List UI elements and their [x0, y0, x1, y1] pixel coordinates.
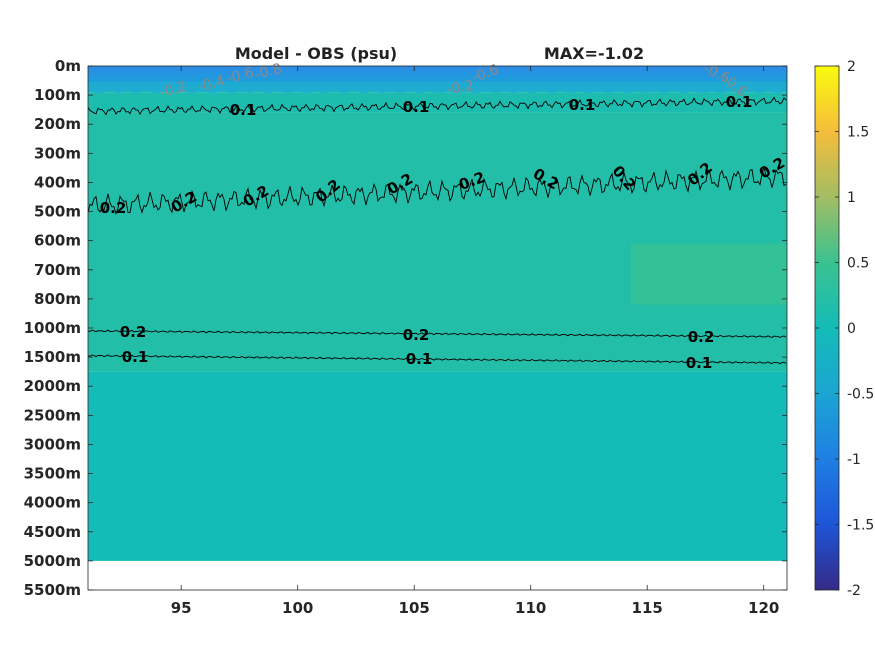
contour-label: 0.2: [403, 326, 430, 344]
contour-label: 0.1: [403, 98, 430, 116]
colorbar-tick-label: 0.5: [847, 256, 869, 272]
y-tick-label: 400m: [34, 173, 81, 191]
contour-label: 0.1: [726, 93, 753, 111]
y-tick-label: 4000m: [24, 494, 81, 512]
y-tick-label: 700m: [34, 261, 81, 279]
y-tick-label: 2500m: [24, 406, 81, 424]
salinity-difference-field: [88, 66, 787, 561]
surface-transition: [88, 82, 787, 95]
x-tick-label: 120: [748, 599, 779, 617]
y-axis: 0m 100m 200m 300m 400m 500m 600m 700m 800m 1000m 1…: [24, 57, 787, 599]
contour-lines: [88, 96, 787, 365]
colorbar-ticks: 2 1.5 1 0.5 0 -0.5 -1 -1.5 -2: [815, 59, 874, 599]
y-tick-label: 5500m: [24, 581, 81, 599]
colorbar-tick-label: -0.5: [847, 387, 874, 403]
x-tick-label: 110: [515, 599, 546, 617]
contour-label: 0.1: [230, 101, 257, 119]
y-tick-label: 4500m: [24, 523, 81, 541]
contour-label: -0.2: [445, 78, 475, 99]
contour-label: -0.4: [196, 73, 227, 96]
layer-band: [88, 112, 787, 372]
y-tick-label: 800m: [34, 290, 81, 308]
contour-label: -0.2: [158, 79, 189, 102]
y-tick-label: 2000m: [24, 377, 81, 395]
max-annotation: MAX=-1.02: [544, 44, 644, 63]
x-tick-label: 95: [171, 599, 192, 617]
contour-line: [88, 165, 787, 216]
plot-area: [88, 66, 787, 590]
contour-label: 0.1: [686, 354, 713, 372]
x-tick-label: 100: [282, 599, 313, 617]
contour-label: 0.1: [122, 348, 149, 366]
y-tick-label: 500m: [34, 203, 81, 221]
contour-label: 0.1: [406, 350, 433, 368]
colorbar-tick-label: 0: [847, 321, 856, 337]
contour-line: [88, 354, 787, 365]
colorbar-tick-label: 1.5: [847, 125, 869, 141]
x-axis: 95 100 105 110 115 120: [171, 66, 779, 617]
y-tick-label: 600m: [34, 232, 81, 250]
y-tick-label: 3000m: [24, 435, 81, 453]
contour-label: -0.6: [225, 65, 256, 88]
contour-label: 0.2: [120, 323, 147, 341]
y-tick-label: 100m: [34, 86, 81, 104]
contour-label: 0.1: [569, 96, 596, 114]
contour-line: [88, 329, 787, 338]
x-tick-label: 115: [632, 599, 663, 617]
contour-line: [88, 96, 787, 116]
y-tick-label: 5000m: [24, 552, 81, 570]
y-tick-label: 1000m: [24, 319, 81, 337]
colorbar-tick-label: -1.5: [847, 518, 874, 534]
y-tick-label: 0m: [55, 57, 81, 75]
y-tick-label: 300m: [34, 144, 81, 162]
y-tick-label: 200m: [34, 115, 81, 133]
colorbar-tick-label: 1: [847, 190, 856, 206]
colorbar-tick-label: -1: [847, 452, 861, 468]
layer-patch: [630, 243, 787, 305]
contour-label: 0.2: [688, 328, 715, 346]
y-tick-label: 1500m: [24, 348, 81, 366]
chart-title: Model - OBS (psu): [235, 44, 397, 63]
contour-label: 0.2: [100, 199, 127, 217]
y-tick-label: 3500m: [24, 465, 81, 483]
x-tick-label: 105: [399, 599, 430, 617]
colorbar-tick-label: 2: [847, 59, 856, 75]
layer-band: [88, 371, 787, 561]
colorbar-tick-label: -2: [847, 583, 861, 599]
